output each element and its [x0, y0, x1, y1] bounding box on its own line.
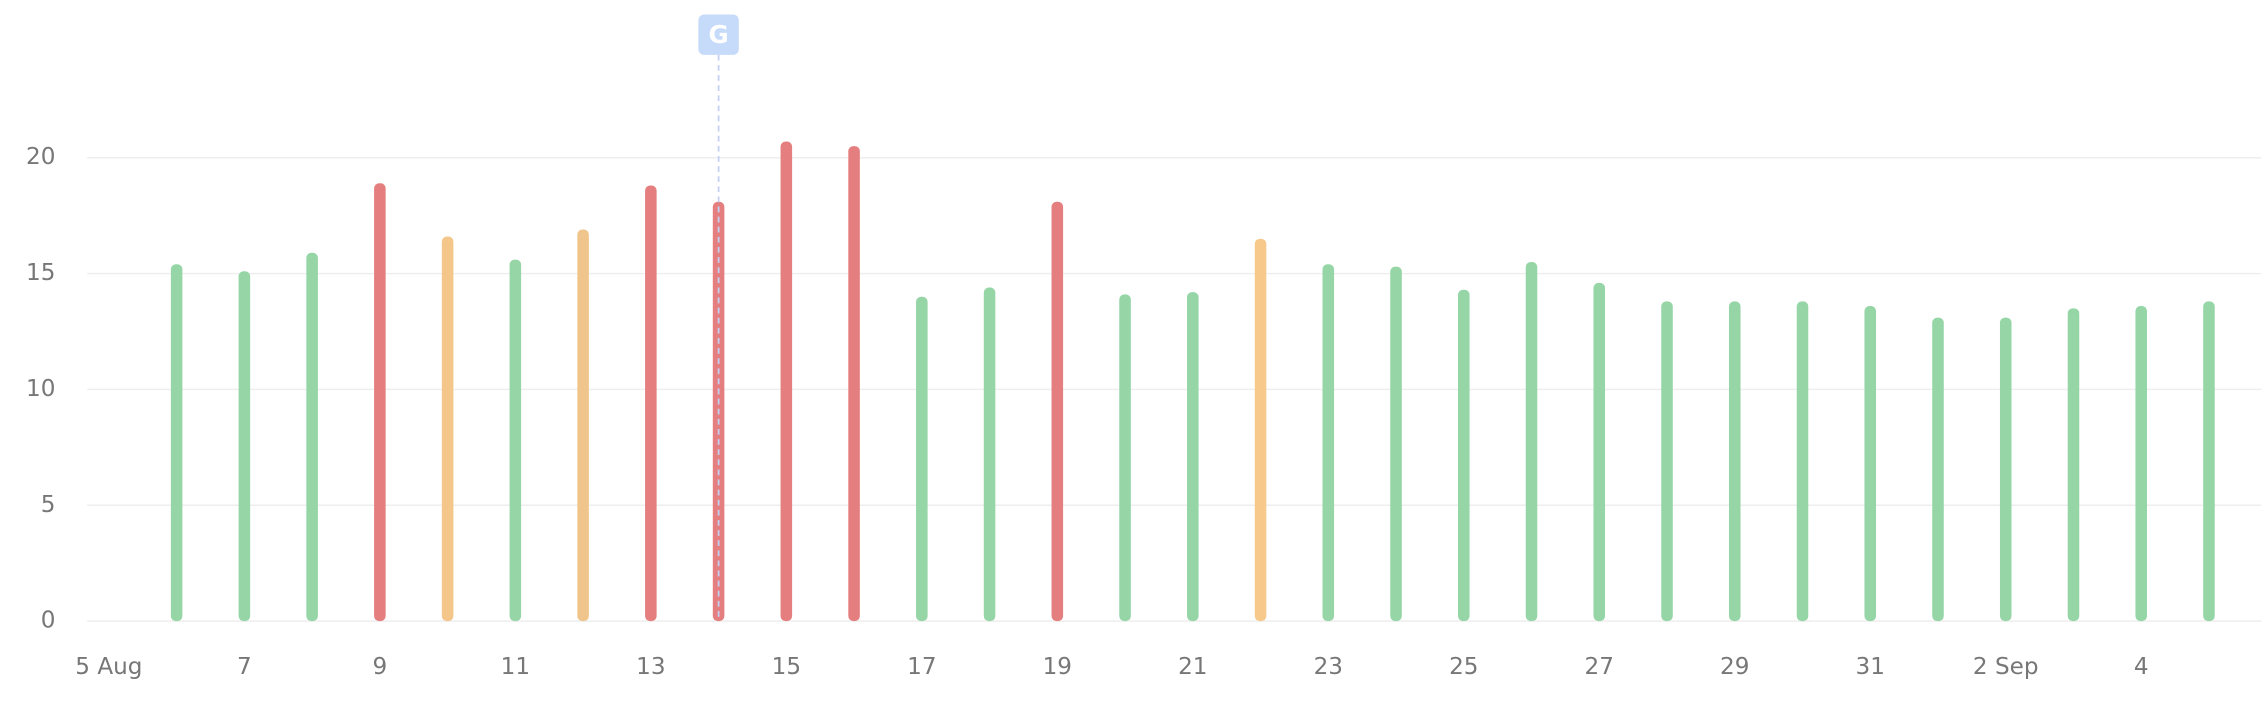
x-tick-label: 31 — [1856, 654, 1885, 680]
bar — [1796, 301, 1809, 622]
x-tick-label: 25 — [1449, 654, 1478, 680]
x-tick-label: 4 — [2134, 654, 2149, 680]
bar — [509, 259, 522, 622]
bar — [916, 296, 928, 622]
bar — [306, 252, 318, 622]
x-tick-label: 13 — [636, 654, 665, 680]
x-tick-label: 21 — [1178, 654, 1207, 680]
annotation-label: G — [709, 20, 729, 49]
bar — [1728, 301, 1741, 622]
bar — [1661, 301, 1673, 622]
bar — [1322, 264, 1335, 622]
bar — [848, 146, 860, 622]
y-tick-label: 20 — [26, 144, 55, 170]
x-tick-label: 11 — [501, 654, 530, 680]
y-tick-label: 5 — [41, 492, 56, 518]
y-tick-label: 10 — [26, 376, 55, 402]
x-tick-label: 15 — [772, 654, 801, 680]
bar — [1119, 294, 1131, 622]
x-tick-label: 29 — [1720, 654, 1749, 680]
x-tick-label: 27 — [1585, 654, 1614, 680]
bar — [374, 183, 386, 622]
bar — [1864, 306, 1877, 622]
bar — [1051, 201, 1064, 622]
bar — [2203, 301, 2215, 622]
bar — [1458, 289, 1470, 622]
bar — [238, 271, 251, 622]
x-tick-label: 17 — [907, 654, 936, 680]
bar — [983, 287, 996, 622]
bar — [2067, 308, 2080, 622]
x-tick-label: 19 — [1043, 654, 1072, 680]
bar — [1254, 238, 1267, 622]
bar — [170, 264, 183, 622]
y-tick-label: 15 — [26, 260, 55, 286]
x-tick-label: 23 — [1314, 654, 1343, 680]
bar — [441, 236, 454, 622]
bar — [1525, 261, 1538, 622]
bar — [780, 141, 793, 622]
bar — [1999, 317, 2012, 622]
x-tick-label: 5 Aug — [75, 654, 142, 680]
bar — [645, 185, 657, 622]
bar — [2135, 306, 2147, 622]
x-tick-label: 7 — [237, 654, 252, 680]
x-tick-label: 2 Sep — [1973, 654, 2039, 680]
bar — [1932, 317, 1944, 622]
bar — [577, 229, 589, 622]
x-tick-label: 9 — [373, 654, 388, 680]
bar — [1390, 266, 1402, 622]
y-tick-label: 0 — [41, 608, 56, 634]
bar — [1593, 282, 1606, 622]
bar — [1187, 292, 1199, 622]
annotation-badge — [698, 14, 739, 55]
